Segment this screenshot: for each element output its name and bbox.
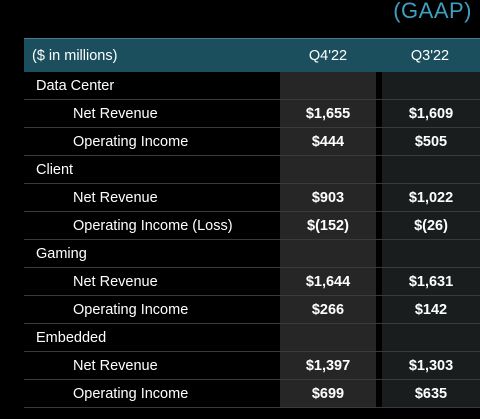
table-row: Embedded [24,324,480,352]
row-label: Client [36,161,74,178]
q4-value: $266 [280,296,376,323]
q3-value: $1,609 [382,100,480,127]
q3-value: $635 [382,380,480,407]
header-q3-22: Q3'22 [410,47,450,64]
table-row: Net Revenue $1,655 $1,609 [24,100,480,128]
q4-value: $903 [280,184,376,211]
row-label: Net Revenue [73,189,158,206]
q4-value: $699 [280,380,376,407]
q3-value [382,72,480,99]
financial-table: ($ in millions) Q4'22 Q3'22 Data Center … [24,38,480,408]
table-row: Net Revenue $1,644 $1,631 [24,268,480,296]
table-header: ($ in millions) Q4'22 Q3'22 [24,38,480,72]
table-row: Net Revenue $1,397 $1,303 [24,352,480,380]
table-row: Gaming [24,240,480,268]
row-label: Gaming [36,245,87,262]
q4-value: $1,644 [280,268,376,295]
row-label: Operating Income [73,133,189,150]
q3-value: $505 [382,128,480,155]
q4-value: $1,655 [280,100,376,127]
q3-value: $(26) [382,212,480,239]
q3-value: $1,022 [382,184,480,211]
q4-value: $444 [280,128,376,155]
q3-value: $1,303 [382,352,480,379]
q4-value [280,72,376,99]
q3-value [382,324,480,351]
row-label: Operating Income [73,385,189,402]
row-label: Operating Income (Loss) [73,217,233,234]
header-units: ($ in millions) [32,47,118,64]
row-label: Net Revenue [73,105,158,122]
table-row: Net Revenue $903 $1,022 [24,184,480,212]
q3-value: $1,631 [382,268,480,295]
table-row: Operating Income $444 $505 [24,128,480,156]
table-row: Client [24,156,480,184]
row-label: Net Revenue [73,273,158,290]
q4-value: $1,397 [280,352,376,379]
table-row: Operating Income $699 $635 [24,380,480,408]
q3-value [382,156,480,183]
row-label: Operating Income [73,301,189,318]
table-row: Data Center [24,72,480,100]
row-label: Embedded [36,329,107,346]
row-label: Data Center [36,77,115,94]
q4-value [280,324,376,351]
row-label: Net Revenue [73,357,158,374]
gaap-label: (GAAP) [393,0,472,23]
q3-value [382,240,480,267]
q4-value: $(152) [280,212,376,239]
q3-value: $142 [382,296,480,323]
header-q4-22: Q4'22 [308,47,348,64]
q4-value [280,240,376,267]
table-row: Operating Income (Loss) $(152) $(26) [24,212,480,240]
table-row: Operating Income $266 $142 [24,296,480,324]
q4-value [280,156,376,183]
